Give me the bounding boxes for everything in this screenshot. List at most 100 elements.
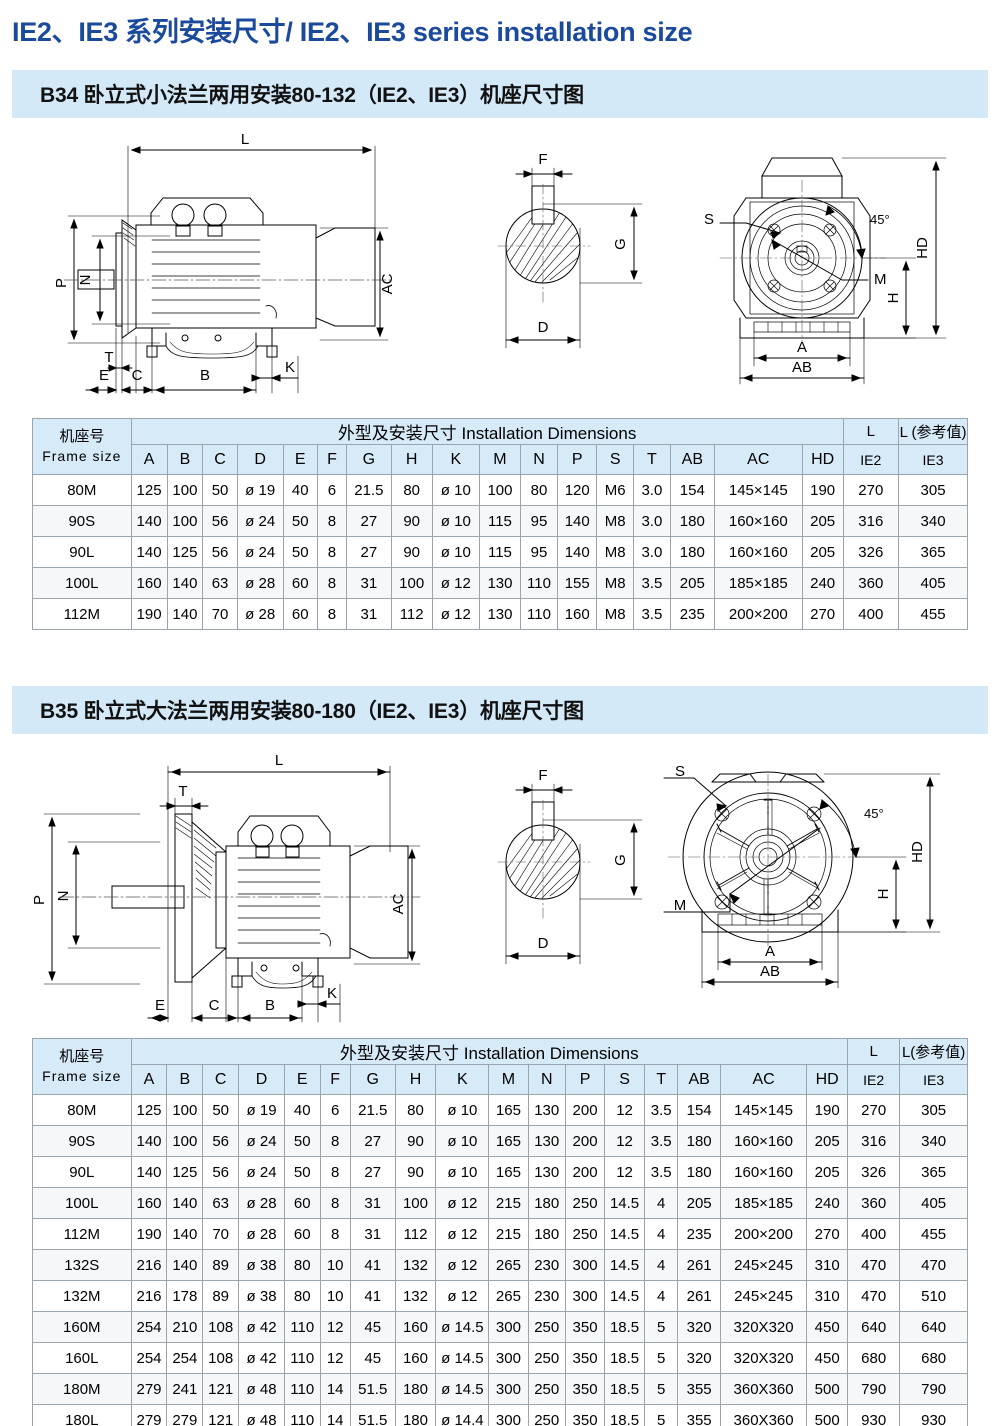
cell-m: 300	[488, 1311, 529, 1343]
cell-g: 41	[349, 1280, 396, 1312]
cell-k: ø 12	[435, 1280, 490, 1312]
cell-c: 108	[202, 1311, 240, 1343]
cell-k: ø 12	[435, 1187, 490, 1219]
cell-s: 14.5	[604, 1249, 645, 1281]
cell-e: 80	[283, 1249, 321, 1281]
cell-b: 100	[166, 1125, 204, 1157]
cell-g: 45	[349, 1311, 396, 1343]
cell-l-ie3: 405	[898, 567, 968, 599]
cell-m: 215	[488, 1218, 529, 1250]
cell-b: 140	[166, 1249, 204, 1281]
cell-c: 63	[202, 567, 238, 599]
section-banner-b34: B34 卧立式小法兰两用安装80-132（IE2、IE3）机座尺寸图	[12, 70, 988, 118]
cell-n: 110	[519, 598, 559, 630]
header-col-s: S	[596, 444, 635, 475]
cell-b: 100	[166, 474, 204, 506]
cell-e: 60	[283, 1187, 321, 1219]
cell-ac: 145×145	[719, 1094, 808, 1126]
cell-h: 160	[394, 1311, 437, 1343]
cell-ac: 360X360	[719, 1404, 808, 1426]
header-col-t: T	[633, 444, 671, 475]
cell-h: 90	[390, 536, 433, 568]
table-row: 80M 125 100 50 ø 19 40 6 21.5 80 ø 10 165 130 200 12 3…	[32, 1094, 968, 1126]
cell-m: 115	[479, 505, 521, 537]
cell-f: 12	[319, 1342, 351, 1374]
svg-text:AC: AC	[379, 273, 396, 294]
cell-h: 112	[394, 1218, 437, 1250]
cell-hd: 240	[801, 567, 844, 599]
table-row: 160L 254 254 108 ø 42 110 12 45 160 ø 14.5 300 250 3…	[32, 1342, 968, 1374]
cell-l-ie3: 455	[898, 598, 968, 630]
cell-hd: 450	[806, 1342, 849, 1374]
cell-k: ø 10	[435, 1094, 490, 1126]
cell-d: ø 28	[236, 567, 284, 599]
svg-text:AC: AC	[390, 893, 407, 914]
svg-text:M: M	[874, 271, 887, 288]
cell-f: 8	[319, 1187, 351, 1219]
cell-a: 190	[130, 1218, 168, 1250]
cell-n: 230	[527, 1280, 566, 1312]
cell-frame-size: 132M	[32, 1280, 132, 1312]
header-col-ab: AB	[677, 1064, 721, 1095]
cell-frame-size: 160L	[32, 1342, 132, 1374]
cell-a: 160	[130, 1187, 168, 1219]
cell-f: 8	[319, 1218, 351, 1250]
cell-c: 121	[202, 1404, 240, 1426]
cell-t: 3.5	[643, 1094, 679, 1126]
cell-frame-size: 180L	[32, 1404, 132, 1426]
cell-f: 8	[316, 536, 347, 568]
table-row: 90L 140 125 56 ø 24 50 8 27 90 ø 10 165 130 200 12 3.5…	[32, 1156, 968, 1188]
cell-p: 250	[564, 1187, 606, 1219]
cell-f: 12	[319, 1311, 351, 1343]
cell-ab: 180	[669, 536, 715, 568]
cell-g: 31	[349, 1218, 396, 1250]
cell-l-ie3: 930	[899, 1404, 968, 1426]
cell-h: 90	[394, 1125, 437, 1157]
cell-n: 80	[519, 474, 559, 506]
cell-l-ie2: 360	[842, 567, 900, 599]
cell-a: 125	[130, 474, 168, 506]
cell-b: 140	[166, 1187, 204, 1219]
cell-d: ø 48	[238, 1404, 285, 1426]
cell-l-ie2: 790	[847, 1373, 901, 1405]
header-col-k: K	[435, 1064, 490, 1095]
svg-text:F: F	[538, 151, 547, 168]
svg-text:S: S	[704, 211, 714, 228]
cell-g: 27	[345, 536, 392, 568]
cell-l-ie3: 640	[899, 1311, 968, 1343]
cell-m: 165	[488, 1125, 529, 1157]
drawing-b34-svg: L P N	[53, 131, 947, 394]
cell-e: 60	[282, 567, 318, 599]
cell-k: ø 12	[435, 1249, 490, 1281]
svg-text:M: M	[674, 897, 687, 914]
cell-frame-size: 112M	[32, 1218, 132, 1250]
cell-l-ie2: 680	[847, 1342, 901, 1374]
cell-g: 31	[345, 598, 392, 630]
cell-hd: 240	[806, 1187, 849, 1219]
cell-s: 18.5	[604, 1373, 645, 1405]
cell-l-ie2: 360	[847, 1187, 901, 1219]
svg-text:45°: 45°	[870, 212, 890, 227]
cell-e: 50	[283, 1156, 321, 1188]
cell-a: 254	[130, 1311, 168, 1343]
cell-a: 140	[130, 1156, 168, 1188]
cell-hd: 310	[806, 1249, 849, 1281]
cell-c: 56	[202, 1125, 240, 1157]
cell-ac: 160×160	[719, 1156, 808, 1188]
cell-a: 254	[130, 1342, 168, 1374]
cell-c: 50	[202, 1094, 240, 1126]
cell-d: ø 28	[236, 598, 284, 630]
cell-hd: 500	[806, 1404, 849, 1426]
header-col-m: M	[488, 1064, 529, 1095]
section-banner-b35: B35 卧立式大法兰两用安装80-180（IE2、IE3）机座尺寸图	[12, 686, 988, 734]
svg-text:C: C	[209, 997, 220, 1014]
cell-a: 140	[130, 505, 168, 537]
cell-b: 140	[166, 598, 204, 630]
cell-l-ie2: 316	[847, 1125, 901, 1157]
cell-hd: 450	[806, 1311, 849, 1343]
table-row: 100L 160 140 63 ø 28 60 8 31 100 ø 12 215 180 250 14.…	[32, 1187, 968, 1219]
cell-s: 14.5	[604, 1187, 645, 1219]
cell-n: 250	[527, 1404, 566, 1426]
cell-l-ie3: 340	[898, 505, 968, 537]
cell-p: 350	[564, 1404, 606, 1426]
